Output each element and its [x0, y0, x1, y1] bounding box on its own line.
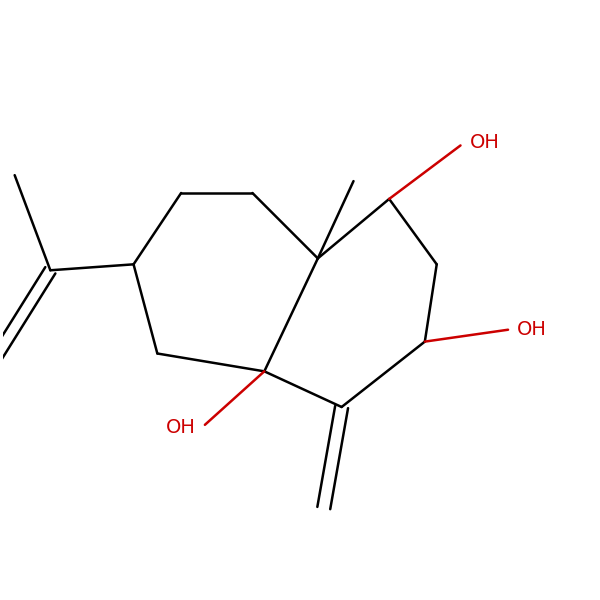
Text: OH: OH — [469, 133, 499, 152]
Text: OH: OH — [517, 320, 547, 339]
Text: OH: OH — [166, 418, 196, 437]
